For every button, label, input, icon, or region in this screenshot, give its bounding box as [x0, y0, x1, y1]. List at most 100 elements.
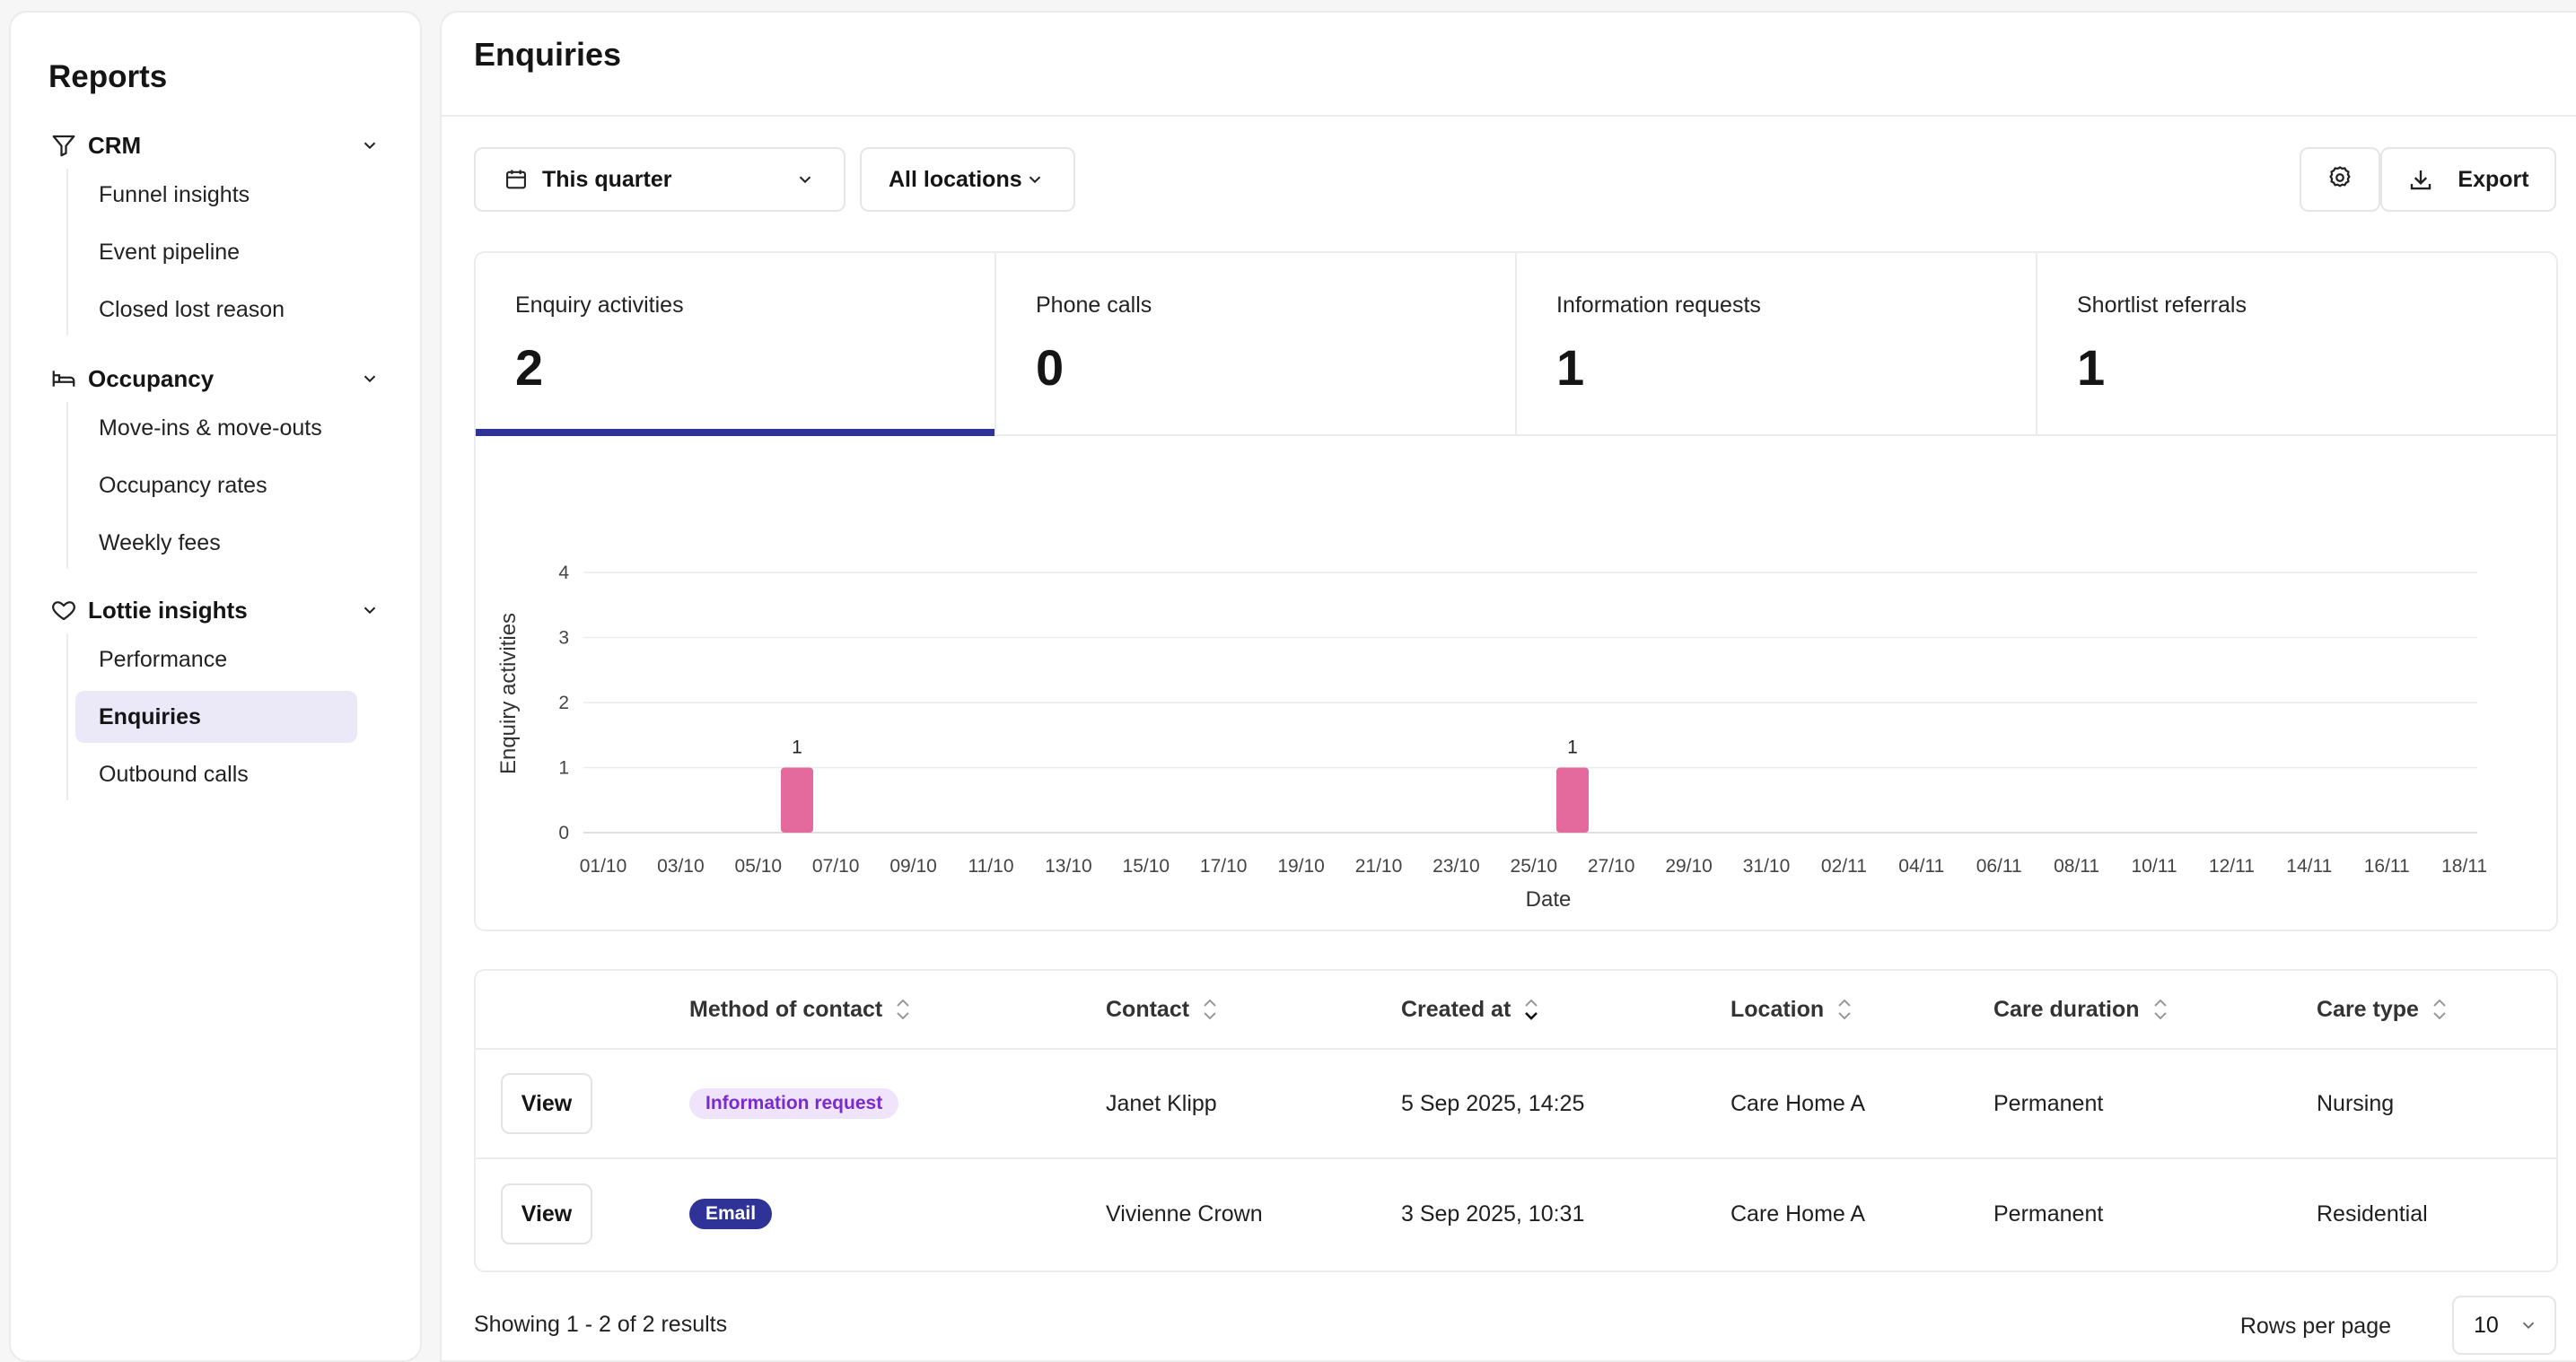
- download-icon: [2407, 166, 2434, 193]
- x-tick-label: 02/11: [1821, 856, 1867, 877]
- date-range-value: This quarter: [542, 166, 672, 192]
- x-tick-label: 16/11: [2364, 856, 2410, 877]
- stat-label: Enquiry activities: [515, 292, 684, 318]
- method-badge: Information request: [689, 1088, 899, 1119]
- created-at-cell: 3 Sep 2025, 10:31: [1401, 1200, 1585, 1227]
- x-tick-label: 14/11: [2286, 856, 2332, 877]
- contact-cell: Janet Klipp: [1106, 1090, 1217, 1116]
- sort-icon[interactable]: [1836, 997, 1854, 1022]
- page-header: Enquiries: [442, 13, 2576, 117]
- nav-group-header-occupancy[interactable]: Occupancy: [48, 361, 382, 397]
- y-axis-title: Enquiry activities: [496, 613, 521, 774]
- table-footer: Showing 1 - 2 of 2 results Rows per page…: [474, 1296, 2556, 1357]
- nav-group-label: Lottie insights: [88, 596, 248, 624]
- y-tick-label: 0: [558, 823, 569, 843]
- bar: [1556, 767, 1589, 833]
- bar-data-label: 1: [1567, 738, 1578, 758]
- contact-cell: Vivienne Crown: [1106, 1200, 1263, 1227]
- table-header-row: Method of contact Contact Created at Loc…: [476, 971, 2556, 1050]
- x-tick-label: 06/11: [1976, 856, 2022, 877]
- column-header-contact[interactable]: Contact: [1106, 997, 1220, 1023]
- sidebar-item-performance[interactable]: Performance: [99, 647, 228, 672]
- main-panel: Enquiries This quarter All locations: [440, 11, 2576, 1362]
- location-cell: Care Home A: [1730, 1090, 1866, 1116]
- sidebar-item-move-ins[interactable]: Move-ins & move-outs: [99, 415, 322, 441]
- page-title: Enquiries: [474, 36, 622, 73]
- enquiry-activities-chart: 0 1 2 3 4 1 1 01/10 03/10 05/10 07/10 09/10 11/10 13/…: [496, 563, 2487, 912]
- column-header-method[interactable]: Method of contact: [689, 997, 913, 1023]
- nav-group-header-lottie-insights[interactable]: Lottie insights: [48, 592, 382, 628]
- rows-per-page-value: 10: [2474, 1312, 2499, 1338]
- tab-information-requests[interactable]: Information requests 1: [1517, 253, 2037, 434]
- column-header-care-type[interactable]: Care type: [2317, 997, 2449, 1023]
- column-header-care-duration[interactable]: Care duration: [1993, 997, 2170, 1023]
- care-type-cell: Nursing: [2317, 1090, 2395, 1116]
- x-tick-label: 09/10: [889, 856, 937, 877]
- sidebar-item-funnel-insights[interactable]: Funnel insights: [99, 182, 250, 207]
- column-header-label: Location: [1730, 996, 1825, 1022]
- sidebar-item-event-pipeline[interactable]: Event pipeline: [99, 240, 241, 265]
- location-select[interactable]: All locations: [860, 147, 1075, 212]
- stat-value: 2: [515, 339, 544, 396]
- view-button[interactable]: View: [501, 1183, 592, 1244]
- column-header-location[interactable]: Location: [1730, 997, 1854, 1023]
- chevron-down-icon[interactable]: [357, 133, 382, 158]
- sidebar-item-outbound-calls[interactable]: Outbound calls: [99, 762, 249, 787]
- x-tick-label: 03/10: [657, 856, 705, 877]
- x-tick-label: 31/10: [1743, 856, 1791, 877]
- sidebar-item-occupancy-rates[interactable]: Occupancy rates: [99, 473, 267, 498]
- y-tick-label: 1: [558, 758, 569, 779]
- stat-tabs: Enquiry activities 2 Phone calls 0 Infor…: [476, 253, 2556, 436]
- y-tick-label: 4: [558, 563, 569, 583]
- y-tick-label: 2: [558, 693, 569, 713]
- tab-shortlist-referrals[interactable]: Shortlist referrals 1: [2037, 253, 2556, 434]
- stat-label: Information requests: [1556, 292, 1761, 318]
- tab-enquiry-activities[interactable]: Enquiry activities 2: [476, 253, 996, 436]
- nav-group-label: CRM: [88, 131, 142, 159]
- sidebar-title: Reports: [48, 59, 168, 94]
- sort-icon[interactable]: [2431, 997, 2449, 1022]
- location-cell: Care Home A: [1730, 1200, 1866, 1227]
- sort-icon[interactable]: [1202, 997, 1220, 1022]
- x-tick-label: 18/11: [2441, 856, 2487, 877]
- nav-group-header-crm[interactable]: CRM: [48, 127, 382, 163]
- chevron-down-icon[interactable]: [357, 366, 382, 391]
- sidebar: Reports CRM Funnel insights Event pipeli…: [9, 11, 422, 1362]
- x-tick-label: 08/11: [2054, 856, 2099, 877]
- bed-icon: [48, 363, 79, 394]
- export-button[interactable]: Export: [2380, 147, 2556, 212]
- settings-button[interactable]: [2300, 147, 2380, 212]
- rows-per-page-label: Rows per page: [2239, 1314, 2391, 1339]
- x-tick-label: 17/10: [1200, 856, 1248, 877]
- sort-icon[interactable]: [2152, 997, 2170, 1022]
- sort-descending-icon[interactable]: [1523, 997, 1541, 1022]
- x-tick-label: 12/11: [2209, 856, 2255, 877]
- date-range-select[interactable]: This quarter: [474, 147, 846, 212]
- column-header-label: Contact: [1106, 996, 1190, 1022]
- tab-phone-calls[interactable]: Phone calls 0: [996, 253, 1517, 434]
- gear-icon: [2326, 164, 2353, 196]
- x-tick-label: 07/10: [812, 856, 860, 877]
- stat-value: 1: [2077, 339, 2106, 396]
- column-header-label: Method of contact: [689, 996, 883, 1022]
- rows-per-page-select[interactable]: 10: [2452, 1296, 2556, 1355]
- column-header-created-at[interactable]: Created at: [1401, 997, 1541, 1023]
- sort-icon[interactable]: [895, 997, 913, 1022]
- care-type-cell: Residential: [2317, 1200, 2428, 1227]
- care-duration-cell: Permanent: [1993, 1200, 2104, 1227]
- chart-area: 0 1 2 3 4 1 1 01/10 03/10 05/10 07/10 09/10 11/10 13/…: [476, 438, 2556, 930]
- sidebar-item-weekly-fees[interactable]: Weekly fees: [99, 530, 221, 555]
- location-value: All locations: [889, 166, 1022, 192]
- chevron-down-icon: [793, 168, 817, 191]
- chevron-down-icon[interactable]: [357, 598, 382, 623]
- bar-data-label: 1: [792, 738, 802, 758]
- x-tick-label: 10/11: [2132, 856, 2177, 877]
- sidebar-item-closed-lost-reason[interactable]: Closed lost reason: [99, 297, 285, 322]
- x-tick-label: 11/10: [968, 856, 1014, 877]
- chevron-down-icon: [2519, 1315, 2538, 1341]
- results-count: Showing 1 - 2 of 2 results: [474, 1312, 728, 1337]
- method-cell: Email: [689, 1199, 773, 1229]
- stat-value: 0: [1036, 339, 1065, 396]
- view-button[interactable]: View: [501, 1073, 592, 1134]
- sidebar-item-enquiries[interactable]: Enquiries: [75, 691, 357, 743]
